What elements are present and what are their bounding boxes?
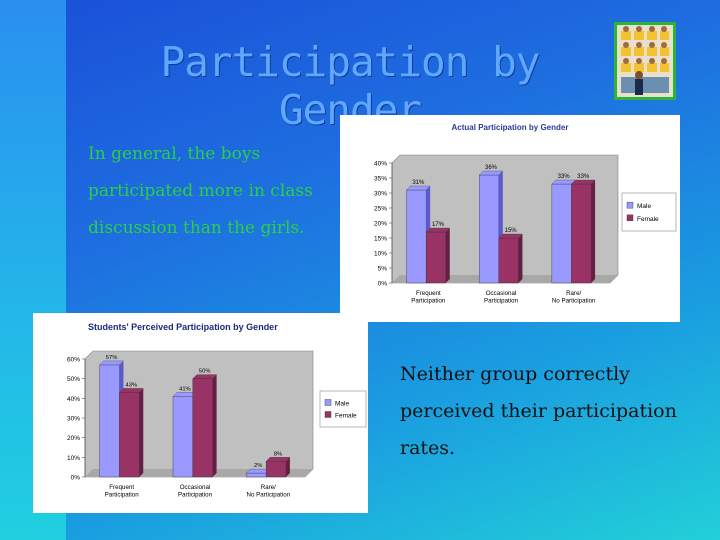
legend-entry-female: Female — [637, 216, 659, 223]
classroom-photo-logo — [614, 22, 676, 100]
data-label: 36% — [485, 165, 498, 171]
bar-side-female-2 — [591, 180, 596, 283]
data-label: 2% — [254, 463, 262, 469]
slide-title: Participation by Gender — [160, 38, 541, 134]
neither-group-perceived-text: Neither group correctly perceived their … — [400, 363, 677, 459]
y-tick-label: 40% — [67, 396, 80, 403]
bar-male-0 — [99, 364, 120, 478]
category-label-line2: Participation — [484, 298, 519, 305]
bar-side-female-1 — [212, 374, 217, 477]
bar-top-female-1 — [498, 233, 523, 239]
y-tick-label: 10% — [67, 455, 80, 462]
bar-female-0 — [425, 231, 446, 284]
bar-top-male-1 — [478, 170, 504, 176]
legend-swatch-female — [324, 411, 332, 418]
chart-title: Students' Perceived Participation by Gen… — [88, 322, 278, 332]
y-tick-label: 30% — [374, 191, 387, 198]
bar-female-2 — [265, 461, 287, 478]
data-label: 15% — [505, 228, 518, 234]
chart-title: Actual Participation by Gender — [452, 123, 569, 132]
data-label: 33% — [558, 174, 571, 180]
category-label-line2: No Participation — [246, 492, 290, 499]
actual-participation-chart: Actual Participation by Gender 0% 5% 10% 15%… — [340, 115, 680, 322]
bar-top-female-2 — [265, 457, 291, 462]
y-tick-label: 35% — [374, 176, 387, 183]
boys-participated-more-text: In general, the boys participated more i… — [88, 144, 313, 238]
data-label: 31% — [412, 180, 425, 186]
bar-female-0 — [119, 392, 140, 478]
data-label: 50% — [199, 369, 211, 375]
legend-box — [621, 192, 677, 232]
bar-top-female-2 — [571, 179, 596, 185]
bar-top-male-0 — [99, 360, 124, 366]
y-tick-label: 30% — [67, 416, 80, 423]
data-label: 8% — [274, 451, 282, 457]
bar-side-female-0 — [445, 228, 450, 283]
y-tick-label: 15% — [374, 236, 387, 243]
bar-female-1 — [498, 237, 519, 284]
legend-entry-female: Female — [335, 413, 357, 420]
y-tick-label: 20% — [67, 435, 80, 442]
data-label: 57% — [106, 355, 118, 361]
bar-male-2 — [246, 472, 267, 478]
data-label: 33% — [577, 174, 590, 180]
bar-side-female-0 — [139, 388, 144, 477]
legend-swatch-male — [626, 201, 634, 209]
bar-side-female-2 — [285, 457, 290, 477]
y-tick-label: 5% — [378, 266, 388, 273]
category-label: Frequent — [416, 290, 441, 297]
category-label: Occasional — [180, 484, 211, 491]
category-label-line2: Participation — [105, 492, 140, 499]
y-tick-label: 60% — [67, 357, 80, 364]
bar-top-female-0 — [119, 388, 144, 393]
category-label-line2: No Participation — [552, 298, 596, 305]
perceived-participation-chart: Students' Perceived Participation by Gen… — [33, 313, 368, 513]
y-tick-label: 40% — [374, 161, 387, 168]
legend-swatch-male — [324, 399, 332, 406]
y-tick-label: 25% — [374, 206, 387, 213]
legend-swatch-female — [626, 214, 634, 222]
legend-entry-male: Male — [637, 203, 651, 210]
category-label: Frequent — [109, 484, 134, 491]
y-tick-label: 10% — [374, 251, 387, 258]
bar-top-female-0 — [425, 227, 451, 233]
bar-male-1 — [478, 174, 500, 284]
bar-female-1 — [192, 378, 213, 478]
bar-male-1 — [172, 396, 193, 478]
bar-top-male-0 — [406, 185, 431, 191]
data-label: 43% — [126, 382, 138, 388]
legend-box — [319, 390, 367, 428]
category-label: Rare/ — [566, 290, 581, 297]
y-tick-label: 50% — [67, 376, 80, 383]
category-label: Rare/ — [261, 484, 276, 491]
bar-female-2 — [571, 183, 592, 284]
bar-male-0 — [406, 189, 427, 284]
legend-entry-male: Male — [335, 401, 349, 408]
bar-male-2 — [551, 183, 572, 284]
y-tick-label: 20% — [374, 221, 387, 228]
data-label: 17% — [432, 222, 445, 228]
bar-top-female-1 — [192, 374, 217, 379]
y-tick-label: 0% — [378, 281, 388, 288]
category-label-line2: Participation — [411, 298, 446, 305]
category-label-line2: Participation — [178, 492, 213, 499]
category-label: Occasional — [486, 290, 517, 297]
y-tick-label: 0% — [71, 475, 81, 482]
data-label: 41% — [179, 386, 191, 392]
bar-side-female-1 — [518, 234, 523, 283]
